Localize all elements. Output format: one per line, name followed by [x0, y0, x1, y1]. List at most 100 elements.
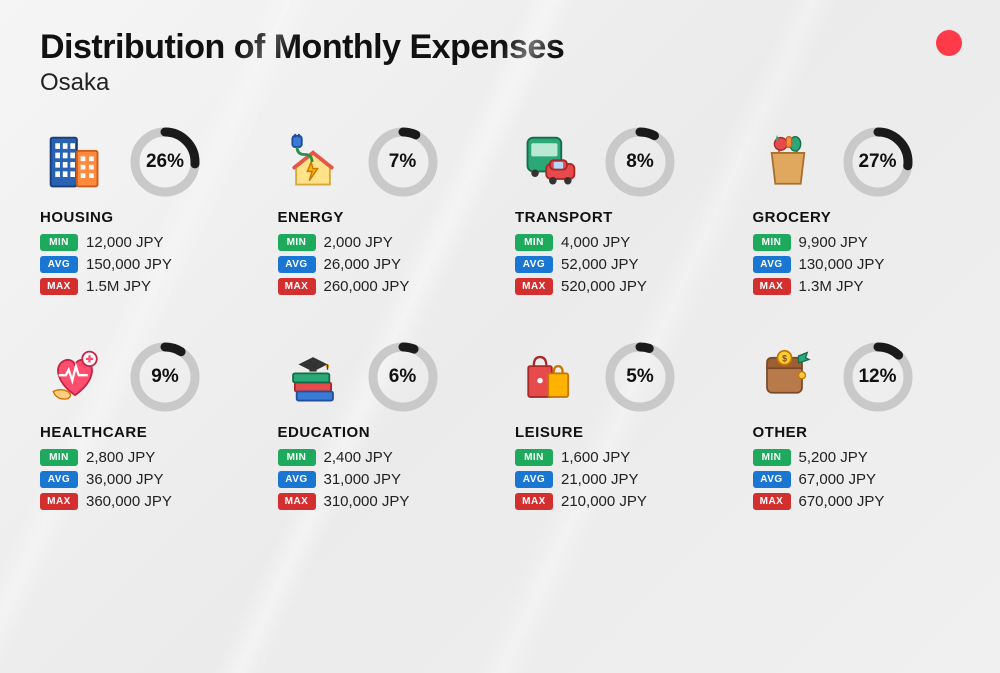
avg-value: 31,000 JPY: [324, 471, 402, 488]
percentage-label: 7%: [389, 151, 416, 173]
expense-card: 27% GROCERY MIN 9,900 JPY AVG 130,000 JP…: [753, 125, 961, 300]
max-badge: MAX: [40, 493, 78, 510]
avg-badge: AVG: [753, 471, 791, 488]
percentage-donut: 8%: [603, 125, 677, 199]
percentage-donut: 27%: [841, 125, 915, 199]
stat-max: MAX 1.3M JPY: [753, 278, 961, 295]
max-badge: MAX: [753, 493, 791, 510]
max-value: 260,000 JPY: [324, 278, 410, 295]
svg-text:$: $: [782, 353, 787, 363]
expense-card: $ 12% OTHER MIN 5,200 JPY AVG 67,000 JPY…: [753, 340, 961, 515]
max-badge: MAX: [278, 493, 316, 510]
page-title: Distribution of Monthly Expenses: [40, 28, 960, 67]
min-badge: MIN: [278, 449, 316, 466]
avg-badge: AVG: [515, 471, 553, 488]
education-icon: [278, 344, 348, 410]
max-value: 1.5M JPY: [86, 278, 151, 295]
avg-value: 67,000 JPY: [799, 471, 877, 488]
stat-avg: AVG 36,000 JPY: [40, 471, 248, 488]
grocery-icon: [753, 129, 823, 195]
expense-card: 8% TRANSPORT MIN 4,000 JPY AVG 52,000 JP…: [515, 125, 723, 300]
max-badge: MAX: [753, 278, 791, 295]
expense-grid: 26% HOUSING MIN 12,000 JPY AVG 150,000 J…: [40, 125, 960, 515]
min-badge: MIN: [40, 234, 78, 251]
max-value: 520,000 JPY: [561, 278, 647, 295]
avg-badge: AVG: [278, 256, 316, 273]
max-badge: MAX: [515, 493, 553, 510]
avg-badge: AVG: [40, 471, 78, 488]
stat-max: MAX 310,000 JPY: [278, 493, 486, 510]
percentage-label: 27%: [858, 151, 896, 173]
stat-max: MAX 210,000 JPY: [515, 493, 723, 510]
max-value: 1.3M JPY: [799, 278, 864, 295]
percentage-label: 6%: [389, 366, 416, 388]
avg-value: 36,000 JPY: [86, 471, 164, 488]
stat-avg: AVG 31,000 JPY: [278, 471, 486, 488]
percentage-label: 5%: [626, 366, 653, 388]
expense-card: 9% HEALTHCARE MIN 2,800 JPY AVG 36,000 J…: [40, 340, 248, 515]
max-value: 310,000 JPY: [324, 493, 410, 510]
min-value: 4,000 JPY: [561, 234, 630, 251]
max-badge: MAX: [515, 278, 553, 295]
stat-min: MIN 12,000 JPY: [40, 234, 248, 251]
min-value: 2,000 JPY: [324, 234, 393, 251]
page-subtitle: Osaka: [40, 69, 960, 97]
min-badge: MIN: [753, 449, 791, 466]
min-value: 2,400 JPY: [324, 449, 393, 466]
min-value: 12,000 JPY: [86, 234, 164, 251]
min-badge: MIN: [40, 449, 78, 466]
stat-avg: AVG 67,000 JPY: [753, 471, 961, 488]
avg-value: 26,000 JPY: [324, 256, 402, 273]
percentage-label: 9%: [151, 366, 178, 388]
category-name: HOUSING: [40, 209, 248, 226]
stat-min: MIN 4,000 JPY: [515, 234, 723, 251]
stat-max: MAX 520,000 JPY: [515, 278, 723, 295]
avg-badge: AVG: [515, 256, 553, 273]
avg-badge: AVG: [278, 471, 316, 488]
category-name: OTHER: [753, 424, 961, 441]
energy-icon: [278, 129, 348, 195]
max-value: 210,000 JPY: [561, 493, 647, 510]
category-name: LEISURE: [515, 424, 723, 441]
other-icon: $: [753, 344, 823, 410]
stat-avg: AVG 26,000 JPY: [278, 256, 486, 273]
percentage-label: 8%: [626, 151, 653, 173]
min-value: 5,200 JPY: [799, 449, 868, 466]
category-name: GROCERY: [753, 209, 961, 226]
category-name: HEALTHCARE: [40, 424, 248, 441]
percentage-donut: 26%: [128, 125, 202, 199]
leisure-icon: [515, 344, 585, 410]
percentage-donut: 5%: [603, 340, 677, 414]
avg-badge: AVG: [40, 256, 78, 273]
stat-min: MIN 2,400 JPY: [278, 449, 486, 466]
category-name: TRANSPORT: [515, 209, 723, 226]
avg-badge: AVG: [753, 256, 791, 273]
min-value: 2,800 JPY: [86, 449, 155, 466]
stat-min: MIN 2,800 JPY: [40, 449, 248, 466]
stat-max: MAX 670,000 JPY: [753, 493, 961, 510]
stat-min: MIN 1,600 JPY: [515, 449, 723, 466]
stat-max: MAX 260,000 JPY: [278, 278, 486, 295]
expense-card: 5% LEISURE MIN 1,600 JPY AVG 21,000 JPY …: [515, 340, 723, 515]
stat-min: MIN 5,200 JPY: [753, 449, 961, 466]
healthcare-icon: [40, 344, 110, 410]
expense-card: 26% HOUSING MIN 12,000 JPY AVG 150,000 J…: [40, 125, 248, 300]
avg-value: 130,000 JPY: [799, 256, 885, 273]
avg-value: 52,000 JPY: [561, 256, 639, 273]
avg-value: 150,000 JPY: [86, 256, 172, 273]
stat-min: MIN 9,900 JPY: [753, 234, 961, 251]
stat-min: MIN 2,000 JPY: [278, 234, 486, 251]
stat-max: MAX 1.5M JPY: [40, 278, 248, 295]
stat-avg: AVG 52,000 JPY: [515, 256, 723, 273]
avg-value: 21,000 JPY: [561, 471, 639, 488]
percentage-label: 26%: [146, 151, 184, 173]
max-value: 670,000 JPY: [799, 493, 885, 510]
min-badge: MIN: [753, 234, 791, 251]
stat-max: MAX 360,000 JPY: [40, 493, 248, 510]
percentage-donut: 7%: [366, 125, 440, 199]
expense-card: 7% ENERGY MIN 2,000 JPY AVG 26,000 JPY M…: [278, 125, 486, 300]
max-badge: MAX: [278, 278, 316, 295]
category-name: EDUCATION: [278, 424, 486, 441]
min-badge: MIN: [515, 234, 553, 251]
stat-avg: AVG 130,000 JPY: [753, 256, 961, 273]
